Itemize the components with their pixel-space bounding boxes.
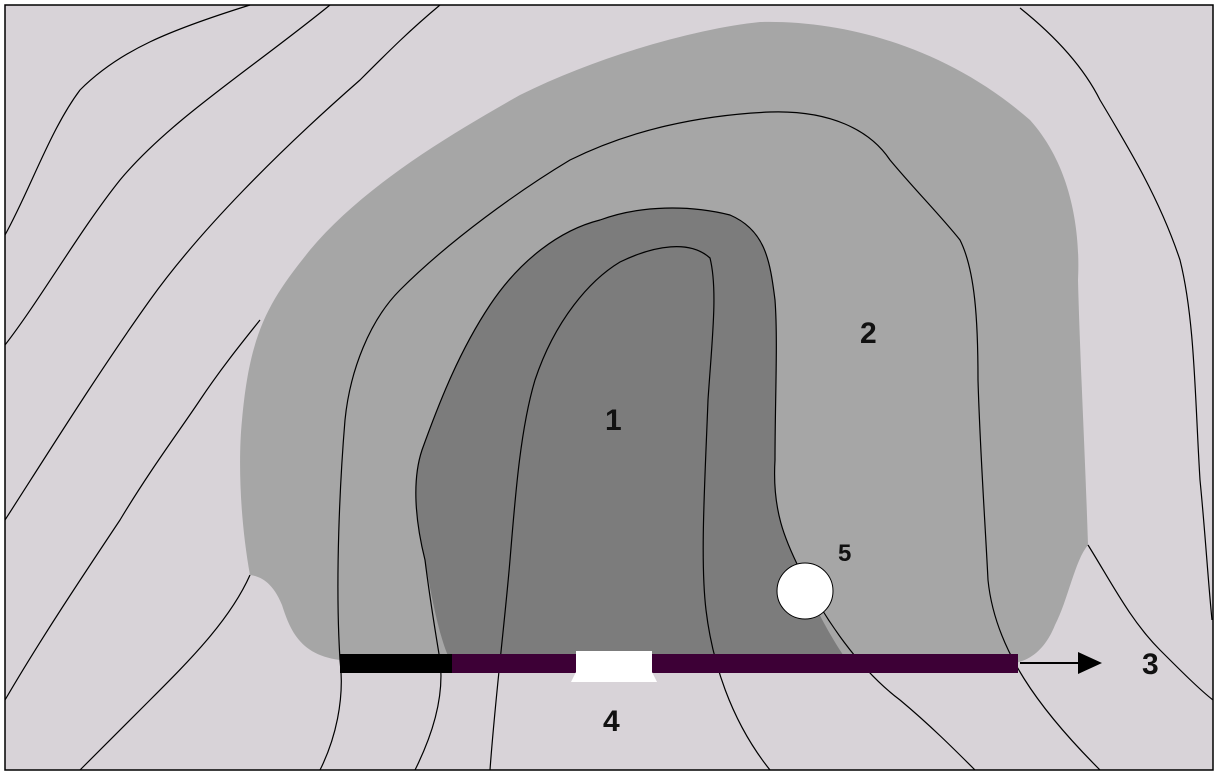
contour-line: [1087, 544, 1214, 701]
gap-marker: [571, 651, 657, 682]
point-marker: [776, 562, 834, 620]
zone-1-label: 1: [605, 404, 622, 437]
contour-line: [4, 4, 441, 521]
gap-4-label: 4: [603, 705, 620, 738]
base-bar-dark-segment: [340, 654, 452, 673]
zone-2-label: 2: [860, 317, 877, 350]
base-bar-purple-segment: [452, 654, 1018, 673]
contour-lines: [4, 4, 1214, 771]
zone-1-area: [415, 208, 845, 660]
contour-line: [4, 4, 331, 346]
contour-line: [79, 574, 251, 771]
contour-line: [1019, 7, 1213, 621]
point-5-label: 5: [838, 540, 851, 567]
arrow-3-label: 3: [1142, 648, 1159, 681]
contour-line: [489, 246, 771, 771]
contour-line: [4, 4, 251, 236]
contour-line: [319, 111, 1101, 771]
direction-arrow: [1020, 652, 1102, 674]
contour-line: [4, 319, 261, 701]
